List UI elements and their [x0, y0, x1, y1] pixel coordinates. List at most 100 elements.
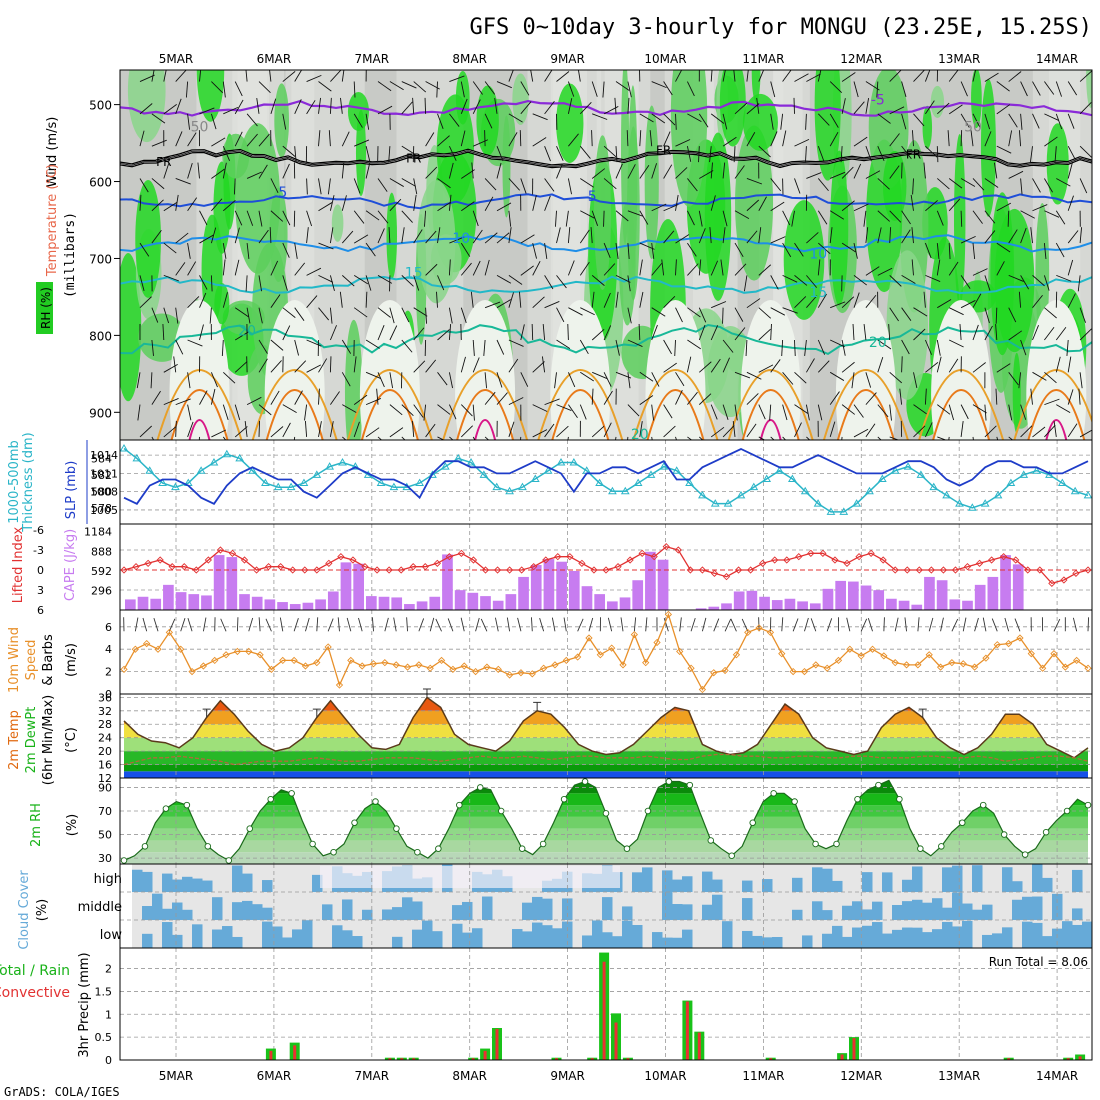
cloud-cell — [672, 879, 683, 892]
bottom-time-label: 12MAR — [840, 1069, 882, 1083]
wind-barb — [377, 436, 383, 440]
cape-bar — [442, 554, 453, 610]
cloud-cell — [952, 865, 963, 892]
wind-barb — [794, 138, 810, 147]
wind-barb — [710, 113, 725, 124]
wind-barb-10m — [460, 617, 465, 632]
cloud-cell — [282, 937, 293, 948]
wind-barb — [341, 162, 345, 179]
cloud-cell — [812, 867, 823, 892]
pressure-tick-label: 800 — [89, 329, 112, 343]
wind-barb-10m — [327, 618, 334, 632]
rh-point — [246, 825, 253, 832]
wind-barb — [211, 168, 225, 179]
li-tick-label: 3 — [37, 584, 44, 597]
thickness-point — [1070, 486, 1080, 495]
wind-barb — [590, 227, 593, 244]
wind-barb — [913, 113, 925, 127]
wind-barb — [936, 259, 941, 276]
wind-barb — [175, 339, 184, 355]
wind-barb — [960, 235, 976, 244]
wind-barb — [993, 162, 998, 179]
wind-barb — [579, 404, 587, 420]
wind-barb — [460, 81, 465, 98]
wind-barb — [925, 274, 941, 282]
wind-barb — [187, 296, 200, 309]
precip-axis-label: 3hr Precip (mm) — [77, 952, 92, 1057]
thickness-point — [518, 482, 527, 491]
wind-barb — [1020, 178, 1023, 195]
wind-barb — [709, 146, 712, 163]
wind-speed-point — [551, 661, 559, 669]
cloud-cell — [862, 909, 873, 920]
wind-barb — [925, 145, 938, 158]
wind-barb — [163, 163, 170, 179]
wind-barb — [972, 243, 976, 260]
wind-barb — [1055, 113, 1063, 130]
wind-barb — [401, 210, 413, 223]
wind-speed-point — [744, 628, 752, 637]
precip-tick-label: 2 — [105, 963, 112, 976]
top-time-label: 5MAR — [159, 52, 194, 66]
wind-barb — [841, 200, 855, 212]
thickness-line — [123, 447, 1089, 513]
top-time-label: 8MAR — [452, 52, 487, 66]
contour-label: 20 — [869, 335, 887, 351]
cloud-cell — [1072, 924, 1083, 948]
rh-moist-streak — [512, 73, 529, 126]
rh-moist-streak — [556, 83, 584, 163]
wind-barb — [304, 404, 308, 421]
temp-tick-label: 12 — [98, 772, 112, 785]
lifted-index-point — [867, 549, 875, 557]
wind-barb — [1091, 209, 1092, 211]
wind-barb — [710, 260, 719, 276]
wind-barb — [567, 81, 575, 97]
top-time-label: 6MAR — [257, 52, 292, 66]
thickness-tick-label: 578 — [91, 502, 112, 515]
precip-frame — [119, 947, 1093, 1061]
wind-barb — [889, 133, 900, 147]
cloud-cell — [682, 904, 693, 920]
thickness-point — [466, 457, 476, 466]
cloud-cell — [242, 873, 253, 892]
wind-barb — [960, 81, 968, 97]
thickness-point — [685, 478, 694, 487]
wind-barb — [318, 421, 322, 438]
wind-barb — [1079, 70, 1092, 82]
wind-barb — [472, 99, 481, 115]
bottom-time-label: 11MAR — [742, 1069, 784, 1083]
cloud-cell — [162, 908, 173, 920]
wind-barb — [329, 325, 337, 341]
rh-moist-streak — [1012, 352, 1021, 434]
temperature-contour-30 — [265, 389, 324, 440]
wind-barb — [924, 339, 933, 355]
wind-barb-10m — [265, 618, 272, 632]
wind-barb — [245, 70, 248, 82]
wind-barb — [841, 296, 855, 309]
cape-bar — [607, 601, 618, 610]
wind-barb — [913, 307, 928, 317]
wind-speed-point — [936, 663, 945, 671]
wind-barb — [484, 196, 494, 211]
wind-speed-point — [834, 656, 843, 665]
cloud-cell — [142, 906, 153, 920]
wind-barb-10m — [781, 617, 784, 632]
wind-barb — [937, 404, 951, 415]
cloud-cell — [742, 898, 753, 920]
wind-barb — [318, 97, 322, 114]
wind-barb — [663, 204, 679, 212]
wind-barb — [211, 429, 227, 438]
wind-barb — [970, 130, 974, 147]
wind-barb — [306, 295, 318, 308]
rh-point — [979, 801, 987, 809]
wind-barb — [541, 356, 546, 373]
wind-barb-10m — [974, 617, 979, 632]
wind-barb — [733, 146, 736, 163]
wind-barb — [448, 404, 457, 420]
wind-barb-10m — [384, 617, 389, 632]
wind-barb — [805, 113, 807, 130]
wind-barb — [651, 404, 654, 421]
wind-barb — [520, 81, 530, 96]
rh-moist-streak — [886, 250, 928, 400]
cloud-cell — [652, 932, 663, 948]
